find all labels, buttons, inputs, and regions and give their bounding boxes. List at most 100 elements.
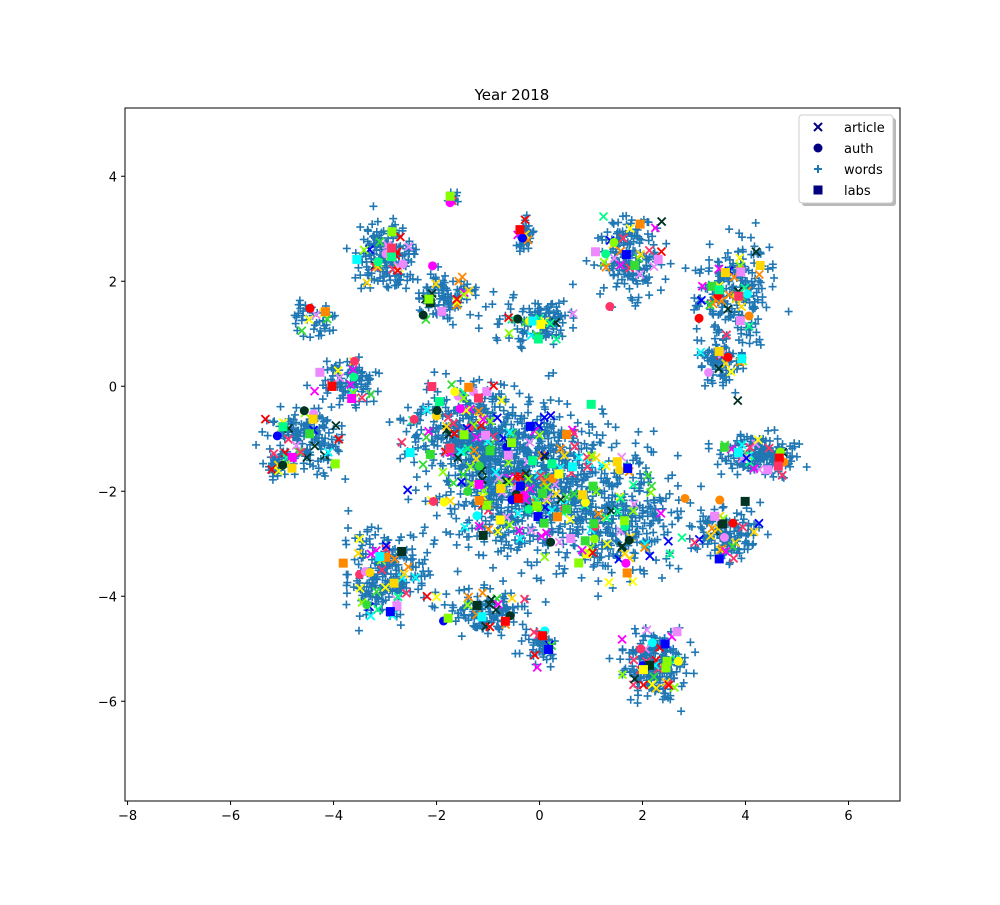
lab-point bbox=[504, 451, 513, 460]
lab-point bbox=[591, 247, 600, 256]
lab-point bbox=[446, 444, 455, 453]
lab-point bbox=[756, 261, 765, 270]
lab-point bbox=[426, 450, 435, 459]
x-tick-label: 4 bbox=[741, 809, 749, 824]
lab-point bbox=[331, 459, 340, 468]
lab-point bbox=[501, 617, 510, 626]
lab-point bbox=[623, 464, 632, 473]
lab-point bbox=[406, 448, 415, 457]
x-tick-label: −6 bbox=[221, 809, 240, 824]
lab-point bbox=[347, 394, 356, 403]
auth-point bbox=[704, 368, 713, 377]
auth-point bbox=[273, 431, 282, 440]
x-tick-label: −2 bbox=[427, 809, 446, 824]
lab-point bbox=[538, 631, 547, 640]
lab-point bbox=[496, 515, 505, 524]
lab-point bbox=[540, 519, 549, 528]
lab-point bbox=[473, 601, 482, 610]
lab-point bbox=[375, 552, 384, 561]
auth-point bbox=[450, 387, 459, 396]
lab-point bbox=[534, 335, 543, 344]
auth-point bbox=[513, 314, 522, 323]
lab-point bbox=[737, 354, 746, 363]
y-tick-label: −6 bbox=[98, 695, 117, 710]
lab-point bbox=[622, 250, 631, 259]
x-tick-label: −8 bbox=[118, 809, 137, 824]
lab-point bbox=[279, 422, 288, 431]
lab-point bbox=[736, 316, 745, 325]
lab-point bbox=[305, 429, 314, 438]
x-tick-label: 0 bbox=[535, 809, 543, 824]
auth-point bbox=[609, 238, 618, 247]
x-tick-label: 6 bbox=[844, 809, 852, 824]
lab-point bbox=[775, 454, 784, 463]
lab-point bbox=[623, 568, 632, 577]
lab-point bbox=[562, 430, 571, 439]
lab-point bbox=[721, 268, 730, 277]
lab-point bbox=[477, 612, 486, 621]
auth-point bbox=[374, 257, 383, 266]
lab-point bbox=[587, 400, 596, 409]
lab-point bbox=[654, 255, 663, 264]
auth-point bbox=[518, 234, 527, 243]
lab-point bbox=[327, 382, 336, 391]
lab-point bbox=[710, 512, 719, 521]
lab-point bbox=[387, 244, 396, 253]
lab-point bbox=[460, 430, 469, 439]
lab-point bbox=[536, 320, 545, 329]
lab-point bbox=[663, 657, 672, 666]
lab-point bbox=[475, 496, 484, 505]
auth-point bbox=[433, 406, 442, 415]
legend-label: article bbox=[844, 121, 885, 136]
auth-point bbox=[419, 311, 428, 320]
lab-point bbox=[386, 607, 395, 616]
y-tick-label: 4 bbox=[109, 170, 117, 185]
lab-point bbox=[315, 368, 324, 377]
lab-point bbox=[715, 347, 724, 356]
lab-point bbox=[352, 255, 361, 264]
auth-point bbox=[743, 290, 752, 299]
auth-point bbox=[306, 304, 315, 313]
lab-point bbox=[526, 422, 535, 431]
lab-point bbox=[613, 457, 622, 466]
lab-point bbox=[774, 462, 783, 471]
lab-point bbox=[321, 307, 330, 316]
y-tick-label: −2 bbox=[98, 485, 117, 500]
lab-point bbox=[435, 397, 444, 406]
lab-point bbox=[661, 639, 670, 648]
lab-point bbox=[397, 547, 406, 556]
lab-point bbox=[528, 317, 537, 326]
lab-point bbox=[734, 448, 743, 457]
auth-point bbox=[428, 261, 437, 270]
lab-point bbox=[574, 558, 583, 567]
legend-label: words bbox=[844, 163, 883, 178]
auth-point bbox=[621, 559, 630, 568]
auth-point bbox=[715, 496, 724, 505]
lab-point bbox=[481, 431, 490, 440]
auth-point bbox=[365, 568, 374, 577]
auth-point bbox=[475, 462, 484, 471]
lab-point bbox=[715, 554, 724, 563]
lab-point bbox=[562, 505, 571, 514]
lab-point bbox=[514, 494, 523, 503]
x-tick-label: −4 bbox=[324, 809, 343, 824]
lab-point bbox=[474, 394, 483, 403]
lab-point bbox=[741, 497, 750, 506]
auth-point bbox=[674, 657, 683, 666]
auth-point bbox=[473, 511, 482, 520]
auth-point bbox=[625, 536, 634, 545]
lab-point bbox=[718, 519, 727, 528]
lab-point bbox=[630, 261, 639, 270]
lab-point bbox=[639, 665, 648, 674]
auth-point bbox=[605, 302, 614, 311]
auth-point bbox=[300, 406, 309, 415]
lab-point bbox=[486, 446, 495, 455]
lab-point bbox=[387, 252, 396, 261]
auth-point bbox=[278, 461, 287, 470]
lab-point bbox=[528, 456, 537, 465]
lab-point bbox=[763, 465, 772, 474]
auth-point bbox=[648, 638, 657, 647]
auth-point bbox=[615, 466, 624, 475]
auth-point bbox=[398, 259, 407, 268]
auth-point bbox=[362, 600, 371, 609]
